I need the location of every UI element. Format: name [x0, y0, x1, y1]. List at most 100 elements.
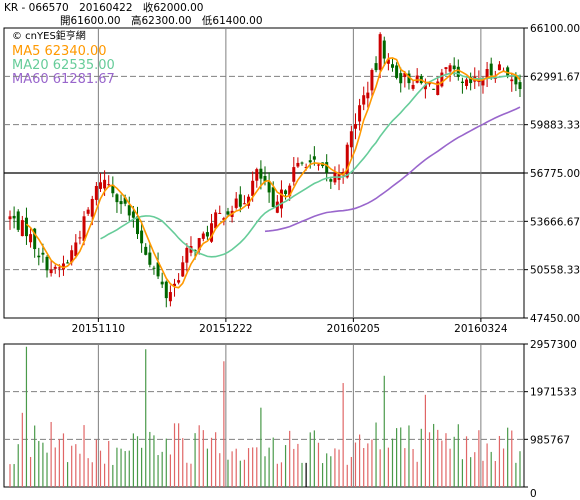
price-tick-label: 59883.33 — [530, 120, 580, 132]
candle-body — [316, 164, 320, 166]
candle-body — [61, 263, 65, 270]
candle-body — [300, 162, 304, 164]
candle-body — [440, 72, 444, 87]
candle-body — [123, 197, 127, 204]
candle-body — [251, 180, 255, 196]
candle-body — [304, 167, 308, 169]
candle-body — [119, 201, 123, 205]
candle-body — [82, 216, 86, 241]
x-tick-label: 20151110 — [72, 323, 125, 335]
low-price: 低61400.00 — [201, 15, 263, 27]
candle-body — [111, 184, 115, 194]
candle-body — [428, 83, 432, 85]
candle-body — [222, 218, 226, 220]
candle-body — [374, 63, 378, 71]
candle-body — [234, 198, 238, 208]
candle-body — [218, 212, 222, 214]
volume-panel-frame — [3, 343, 525, 488]
candle-body — [148, 252, 152, 265]
candle-body — [131, 211, 135, 218]
quote-date: 20160422 — [79, 2, 133, 14]
x-tick-label: 20151222 — [199, 323, 252, 335]
candle-body — [78, 237, 82, 239]
candle-body — [127, 205, 131, 216]
x-tick-label: 20160205 — [327, 323, 380, 335]
candle-body — [214, 212, 218, 229]
candle-body — [452, 65, 456, 70]
ma5-line — [25, 57, 521, 289]
candle-body — [86, 209, 90, 214]
candle-body — [66, 262, 70, 264]
candle-body — [103, 179, 107, 189]
price-tick-label: 56775.00 — [530, 168, 580, 180]
candle-body — [267, 181, 271, 193]
candle-body — [115, 194, 119, 203]
candle-body — [411, 84, 415, 89]
volume-tick-label: 985767 — [530, 434, 570, 446]
candle-body — [271, 187, 275, 207]
candle-body — [136, 216, 139, 235]
candle-body — [242, 203, 246, 205]
candle-body — [497, 64, 501, 71]
candle-body — [74, 242, 78, 257]
candle-body — [386, 59, 390, 64]
candle-body — [485, 69, 489, 79]
legend-ma20: MA20 62535.00 — [12, 58, 115, 73]
candle-body — [53, 266, 57, 269]
candle-body — [407, 73, 411, 84]
candle-body — [160, 281, 164, 285]
candle-body — [403, 73, 407, 78]
candle-body — [226, 211, 230, 215]
candle-body — [57, 267, 61, 269]
candle-body — [358, 105, 362, 122]
candle-body — [481, 79, 485, 86]
stock-symbol: KR - 066570 — [4, 2, 69, 14]
candle-body — [205, 232, 209, 237]
price-tick-label: 62991.67 — [530, 71, 580, 83]
candle-body — [8, 216, 12, 220]
candle-body — [329, 179, 333, 182]
x-tick-label: 20160324 — [454, 323, 508, 335]
candle-body — [514, 76, 518, 85]
volume-tick-label: 0 — [530, 488, 537, 500]
candle-body — [469, 76, 473, 84]
candle-body — [238, 194, 242, 207]
candle-body — [349, 131, 353, 148]
candle-body — [164, 281, 168, 299]
candle-body — [255, 169, 259, 181]
candle-body — [247, 196, 251, 206]
candle-body — [382, 40, 386, 59]
candle-body — [156, 262, 160, 277]
price-tick-label: 50558.33 — [530, 265, 580, 277]
candle-body — [279, 189, 283, 209]
candle-body — [460, 81, 464, 84]
candle-body — [345, 144, 349, 178]
candle-body — [20, 220, 24, 237]
legend-ma5: MA5 62340.00 — [12, 44, 107, 59]
chart-header: KR - 066570 20160422 收62000.00 開61600.00… — [4, 2, 270, 28]
candle-body — [24, 217, 28, 237]
candle-body — [173, 283, 177, 286]
volume-tick-label: 1971533 — [530, 387, 577, 399]
candle-body — [259, 168, 263, 179]
candle-body — [362, 95, 366, 105]
brand-label: © cnYES鉅亨網 — [12, 31, 86, 42]
ma20-line — [100, 72, 521, 258]
candle-body — [444, 67, 448, 70]
candle-body — [395, 65, 399, 78]
candle-body — [263, 176, 267, 182]
candle-body — [49, 269, 53, 274]
candle-body — [366, 92, 370, 99]
candle-body — [448, 65, 452, 72]
candle-body — [391, 64, 394, 68]
price-tick-label: 47450.00 — [530, 313, 580, 325]
candle-body — [16, 211, 20, 230]
candle-body — [288, 185, 292, 197]
price-tick-label: 53666.67 — [530, 216, 580, 228]
candle-body — [432, 88, 436, 90]
candle-body — [94, 185, 98, 200]
candle-body — [378, 34, 382, 70]
candle-body — [29, 234, 33, 243]
candle-body — [353, 124, 357, 129]
